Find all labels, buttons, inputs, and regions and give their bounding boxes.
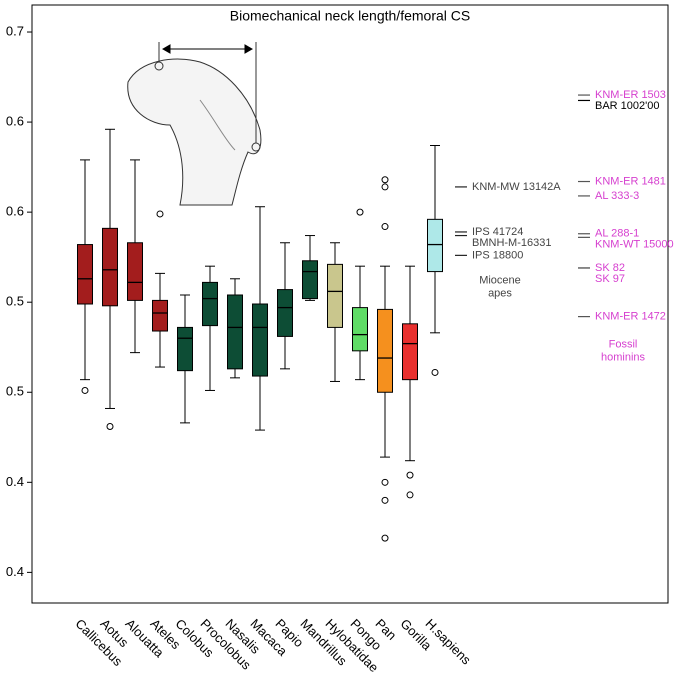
plot-frame bbox=[31, 4, 669, 604]
box bbox=[202, 281, 218, 327]
specimen-label: KNM-ER 1472 bbox=[595, 311, 666, 323]
y-tick-label: 0.5 bbox=[6, 384, 24, 399]
outlier bbox=[406, 491, 414, 499]
box bbox=[252, 303, 268, 377]
chart-title: Biomechanical neck length/femoral CS bbox=[230, 8, 470, 24]
box bbox=[302, 260, 318, 300]
box bbox=[77, 244, 93, 305]
box bbox=[227, 294, 243, 370]
outlier bbox=[381, 478, 389, 486]
y-tick-label: 0.7 bbox=[6, 23, 24, 38]
outlier bbox=[106, 422, 114, 430]
specimen-label: IPS 18800 bbox=[472, 249, 523, 261]
box bbox=[327, 263, 343, 328]
outlier bbox=[81, 386, 89, 394]
y-tick-label: 0.4 bbox=[6, 474, 24, 489]
y-tick-label: 0.5 bbox=[6, 294, 24, 309]
outlier bbox=[381, 496, 389, 504]
box bbox=[127, 242, 143, 301]
specimen-label: AL 333-3 bbox=[595, 190, 639, 202]
y-tick-label: 0.6 bbox=[6, 204, 24, 219]
specimen-label: KNM-ER 1503 bbox=[595, 89, 666, 101]
specimen-label: SK 97 bbox=[595, 273, 625, 285]
specimen-label: SK 82 bbox=[595, 262, 625, 274]
specimen-label: BAR 1002'00 bbox=[595, 100, 659, 112]
specimen-label: KNM-ER 1481 bbox=[595, 175, 666, 187]
outlier bbox=[381, 223, 389, 231]
group-label: hominins bbox=[601, 352, 646, 364]
box bbox=[402, 323, 418, 381]
outlier bbox=[156, 210, 164, 218]
box bbox=[177, 326, 193, 372]
outlier bbox=[356, 208, 364, 216]
specimen-label: KNM-WT 15000 bbox=[595, 239, 674, 251]
group-label: Fossil bbox=[609, 339, 638, 351]
specimen-label: BMNH-M-16331 bbox=[472, 237, 551, 249]
specimen-label: AL 288-1 bbox=[595, 228, 639, 240]
group-label: Miocene bbox=[479, 274, 521, 286]
specimen-label: KNM-MW 13142A bbox=[472, 181, 561, 193]
femur-illustration bbox=[127, 42, 262, 206]
group-label: apes bbox=[488, 287, 512, 299]
y-tick-label: 0.4 bbox=[6, 564, 24, 579]
box bbox=[377, 308, 393, 393]
outlier bbox=[381, 183, 389, 191]
outlier bbox=[381, 534, 389, 542]
outlier bbox=[431, 368, 439, 376]
outlier bbox=[381, 176, 389, 184]
specimen-label: IPS 41724 bbox=[472, 226, 523, 238]
outlier bbox=[406, 471, 414, 479]
box bbox=[352, 307, 368, 352]
box bbox=[102, 227, 118, 307]
y-tick-label: 0.6 bbox=[6, 114, 24, 129]
box bbox=[427, 218, 443, 273]
box bbox=[152, 299, 168, 332]
box bbox=[277, 289, 293, 337]
